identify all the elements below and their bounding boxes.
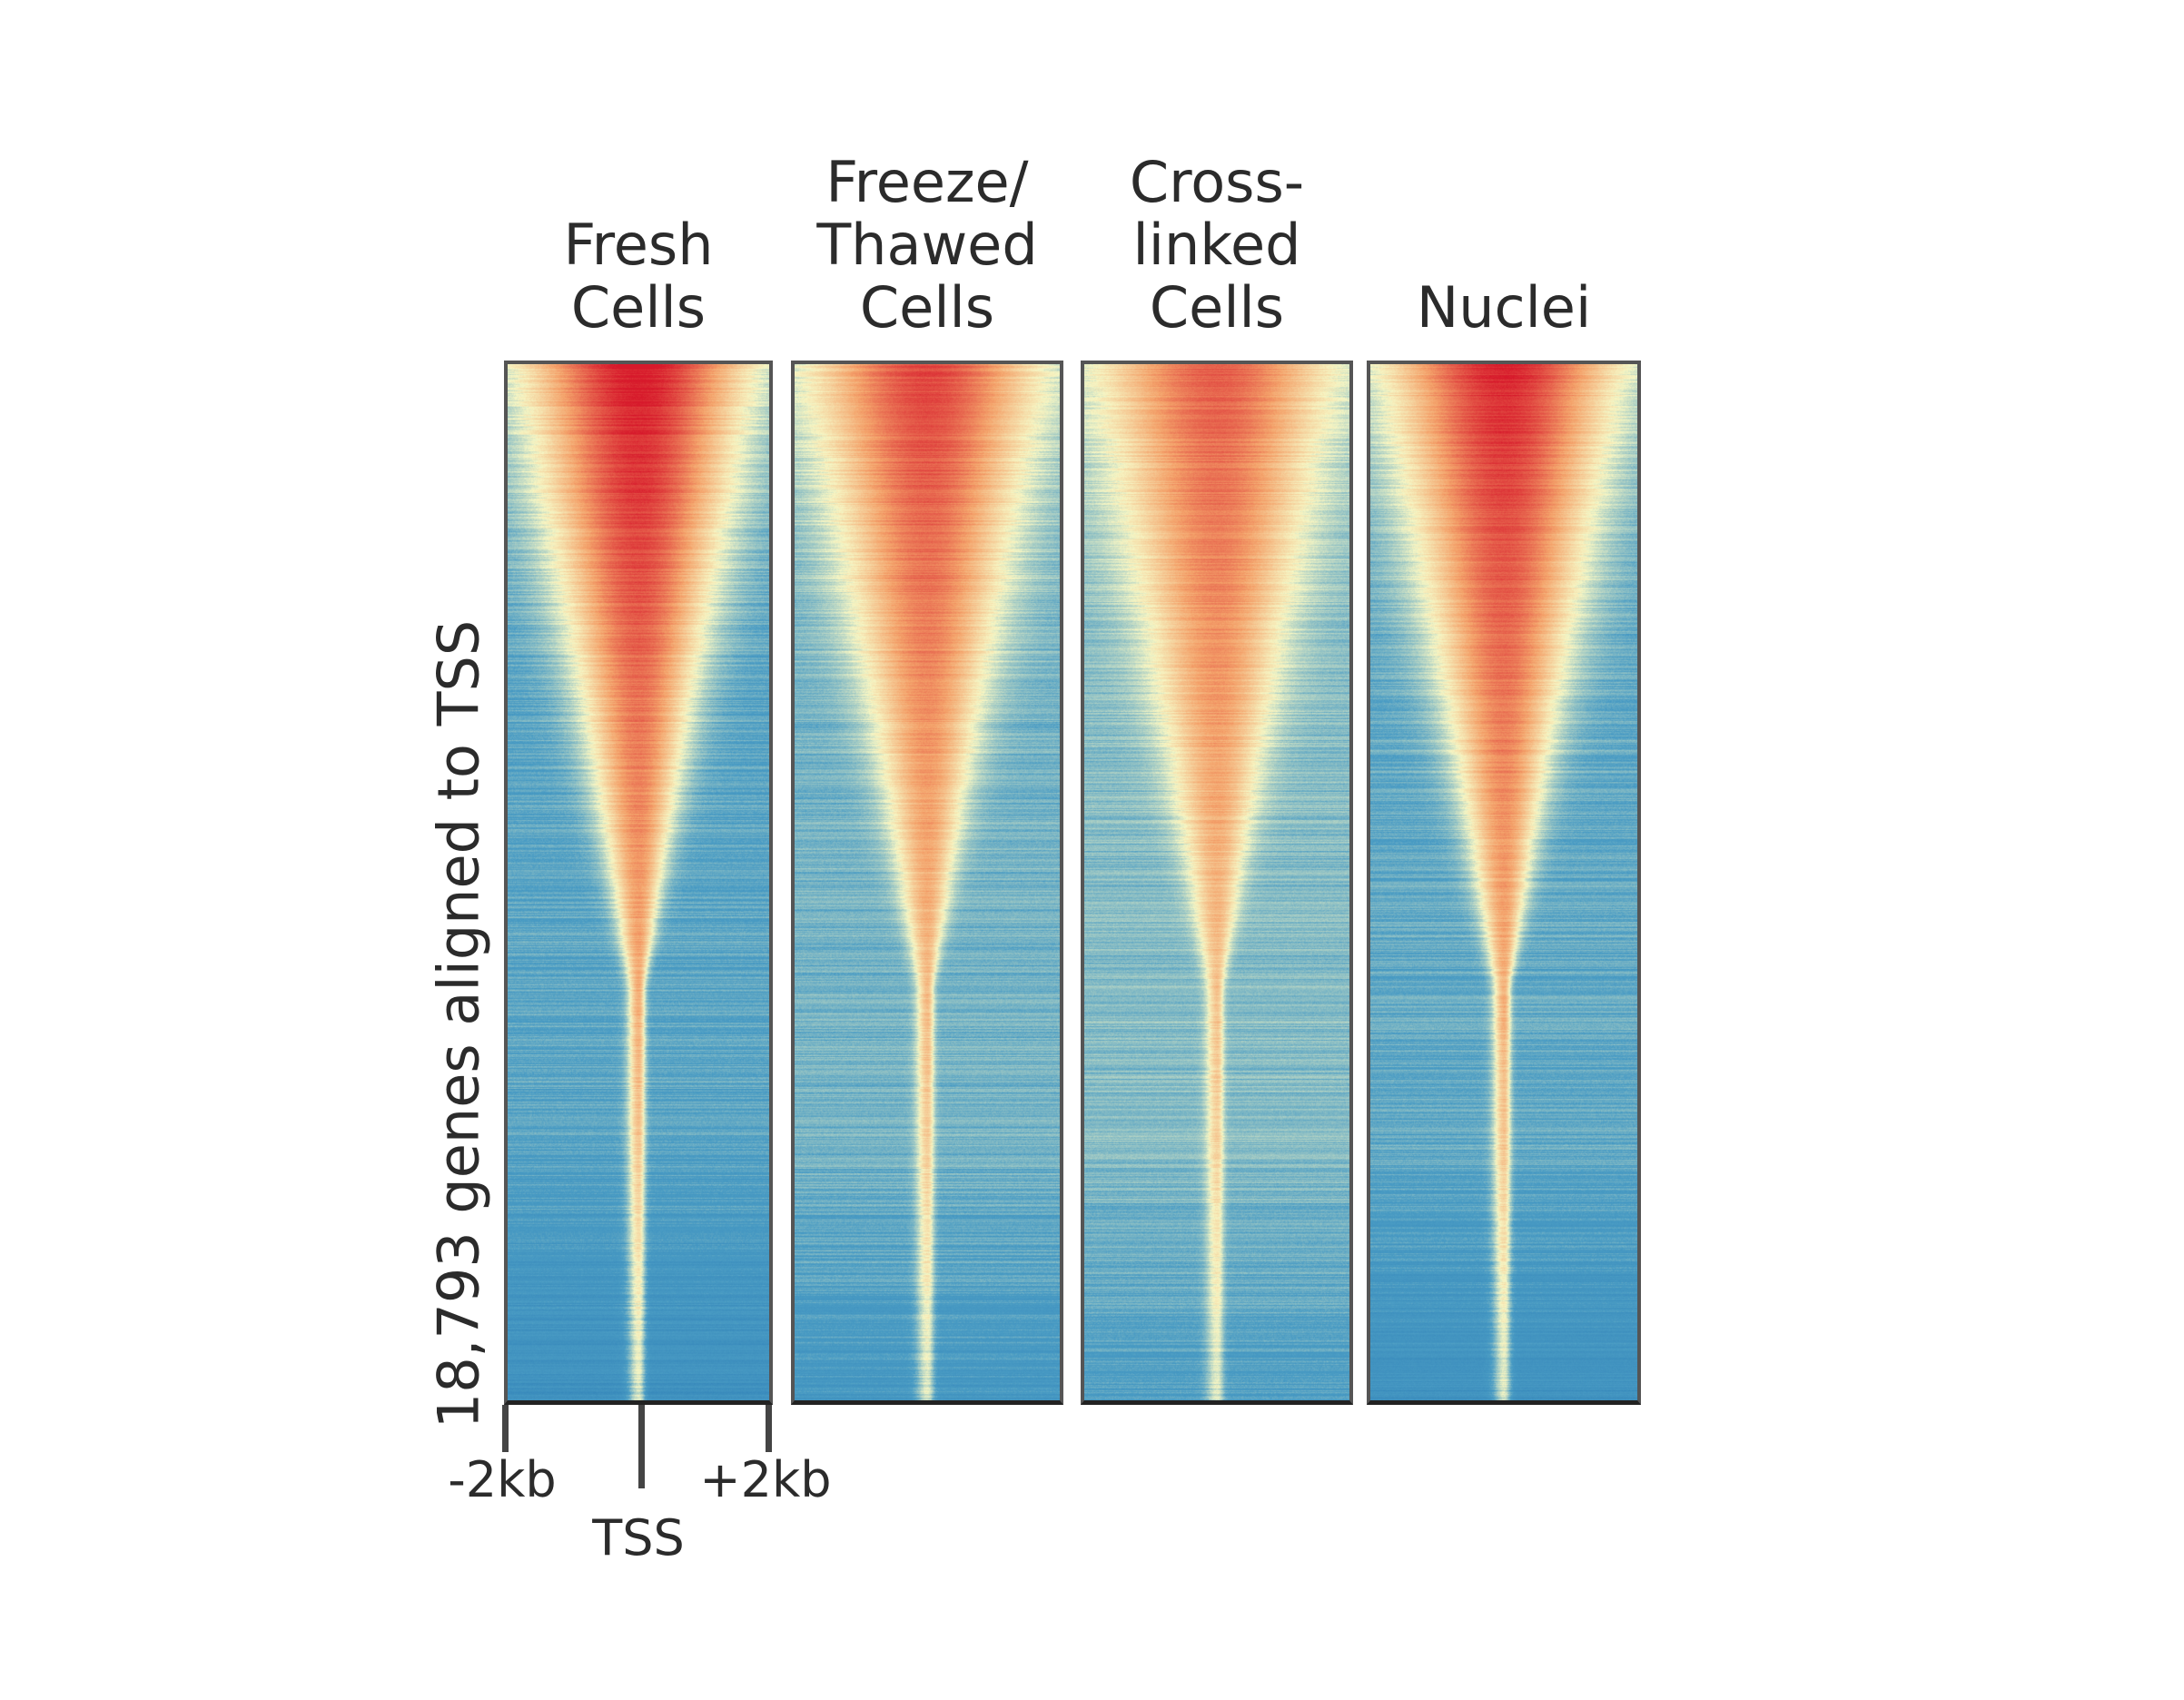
x-tick-label-minus-2kb: -2kb xyxy=(448,1451,557,1508)
x-tick-plus-2kb xyxy=(766,1405,772,1452)
heatmap-panel-freeze-thawed-cells xyxy=(791,361,1063,1405)
x-tick-label-plus-2kb: +2kb xyxy=(699,1451,832,1508)
panel-title-crosslinked-cells: Cross- linked Cells xyxy=(1129,149,1305,341)
heatmap-panel-crosslinked-cells xyxy=(1081,361,1353,1405)
panel-title-nuclei: Nuclei xyxy=(1416,274,1592,341)
x-tick-tss xyxy=(638,1405,645,1488)
heatmap-canvas xyxy=(1370,364,1637,1400)
panel-title-freeze-thawed-cells: Freeze/ Thawed Cells xyxy=(816,149,1038,341)
heatmap-canvas xyxy=(1084,364,1349,1400)
heatmap-canvas xyxy=(795,364,1060,1400)
panel-title-fresh-cells: Fresh Cells xyxy=(563,212,714,341)
heatmap-panel-nuclei xyxy=(1367,361,1641,1405)
x-tick-minus-2kb xyxy=(502,1405,509,1452)
heatmap-canvas xyxy=(508,364,769,1400)
heatmap-panel-fresh-cells xyxy=(504,361,773,1405)
x-tick-label-tss: TSS xyxy=(592,1509,685,1567)
y-axis-label: 18,793 genes aligned to TSS xyxy=(425,619,492,1429)
